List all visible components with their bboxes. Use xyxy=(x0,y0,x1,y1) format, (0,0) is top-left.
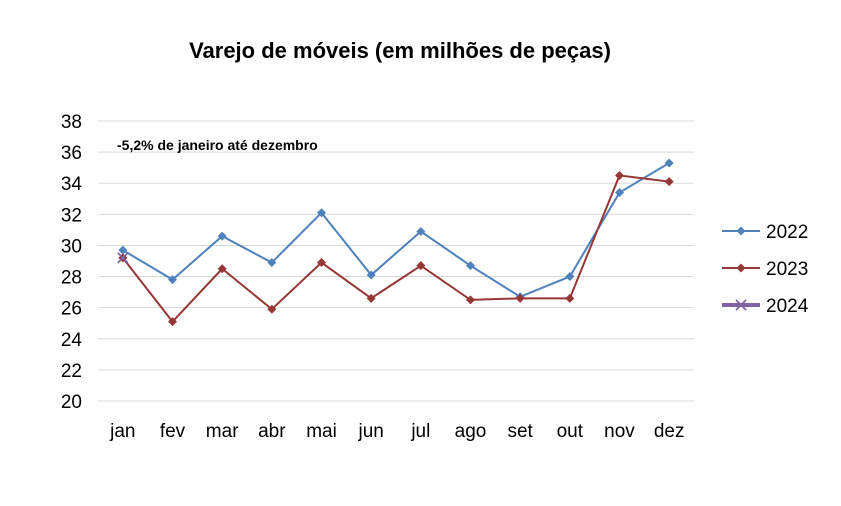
legend-item-2022: 2022 xyxy=(722,222,808,243)
data-point xyxy=(515,293,525,303)
data-point xyxy=(366,293,376,303)
data-point xyxy=(736,263,746,273)
series-line xyxy=(122,174,670,324)
legend-label: 2023 xyxy=(766,259,808,280)
data-point xyxy=(664,177,674,187)
x-tick-label: jan xyxy=(109,421,135,442)
data-point xyxy=(267,258,277,268)
data-point xyxy=(615,188,624,198)
data-point xyxy=(735,299,747,311)
legend-item-2024: 2024 xyxy=(722,296,809,317)
data-point xyxy=(168,275,177,285)
gridlines xyxy=(98,120,694,402)
y-tick-label: 32 xyxy=(61,205,82,226)
data-point xyxy=(117,252,129,264)
data-point xyxy=(416,261,426,271)
x-tick-label: set xyxy=(507,421,533,442)
y-tick-label: 22 xyxy=(61,361,82,382)
legend-label: 2024 xyxy=(766,296,809,317)
x-tick-label: out xyxy=(557,421,584,442)
legend-item-2023: 2023 xyxy=(722,259,808,280)
data-point xyxy=(565,293,575,303)
data-point xyxy=(664,158,674,168)
y-tick-label: 30 xyxy=(61,236,82,257)
y-axis-tick-labels: 20 22 24 26 28 30 32 34 36 38 xyxy=(61,112,83,413)
chart-annotation: -5,2% de janeiro até dezembro xyxy=(117,137,318,153)
y-tick-label: 26 xyxy=(61,299,82,320)
x-tick-label: ago xyxy=(455,421,487,442)
data-point xyxy=(615,170,624,180)
series-2024 xyxy=(117,252,129,264)
x-tick-label: jul xyxy=(410,421,430,442)
series-2023 xyxy=(118,170,674,327)
data-point xyxy=(168,317,177,327)
series-lines xyxy=(117,158,674,327)
y-tick-label: 24 xyxy=(61,330,83,351)
y-tick-label: 36 xyxy=(61,143,82,164)
x-tick-label: fev xyxy=(160,421,186,442)
data-point xyxy=(466,295,475,305)
series-2022 xyxy=(118,158,674,302)
data-point xyxy=(317,258,326,268)
data-point xyxy=(317,208,326,218)
data-point xyxy=(466,261,475,271)
data-point xyxy=(736,226,746,236)
x-axis-tick-labels: jan fev mar abr mai jun jul ago set out nov dez xyxy=(109,421,684,442)
data-point xyxy=(366,270,376,280)
x-tick-label: jun xyxy=(357,421,383,442)
x-tick-label: abr xyxy=(258,421,286,442)
legend-label: 2022 xyxy=(766,222,808,243)
data-point xyxy=(118,245,128,255)
x-tick-label: mar xyxy=(206,421,239,442)
x-tick-label: mai xyxy=(306,421,337,442)
chart-title: Varejo de móveis (em milhões de peças) xyxy=(189,38,611,63)
y-tick-label: 20 xyxy=(61,392,82,413)
x-tick-label: dez xyxy=(654,421,685,442)
y-tick-label: 38 xyxy=(61,112,82,133)
data-point xyxy=(565,272,575,282)
y-tick-label: 34 xyxy=(61,174,83,195)
data-point xyxy=(217,264,227,274)
data-point xyxy=(267,304,277,314)
series-line xyxy=(122,162,670,298)
legend: 2022 2023 2024 xyxy=(722,222,809,317)
data-point xyxy=(217,231,227,241)
x-tick-label: nov xyxy=(604,421,635,442)
data-point xyxy=(416,226,426,236)
y-tick-label: 28 xyxy=(61,268,82,289)
